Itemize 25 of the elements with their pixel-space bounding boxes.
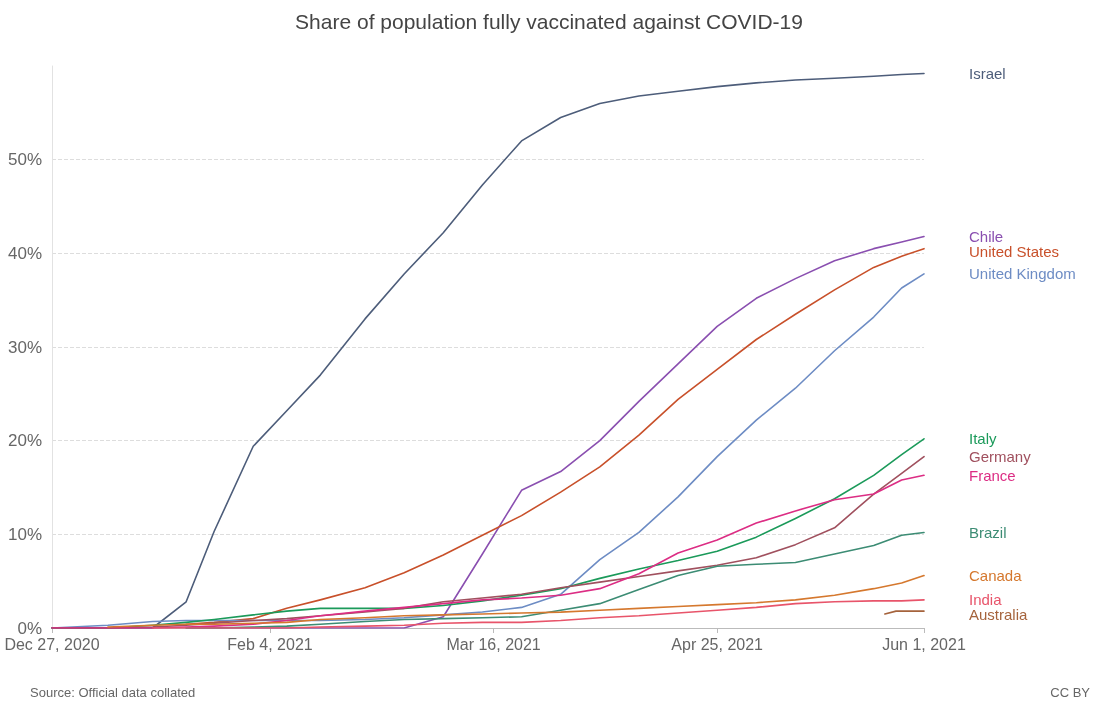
y-tick-label: 30% <box>7 337 42 357</box>
text: Australia <box>969 606 1029 624</box>
x-tick-label: Jun 1, 2021 <box>882 635 966 653</box>
x-tick-label: Mar 16, 2021 <box>446 635 541 653</box>
text: Canada <box>969 567 1023 585</box>
chart-title: Share of population fully vaccinated against COVID-19 <box>295 10 803 33</box>
y-tick-label: 50% <box>7 150 42 170</box>
x-tick-label: Dec 27, 2020 <box>4 635 100 653</box>
text: CC BY <box>1050 685 1091 700</box>
text: Israel <box>969 64 1006 82</box>
text: Germany <box>969 448 1032 466</box>
text: Brazil <box>969 523 1007 541</box>
y-tick-label: 40% <box>7 243 42 263</box>
x-tick-label: Feb 4, 2021 <box>227 635 313 653</box>
text: United Kingdom <box>969 265 1076 283</box>
y-tick-label: 20% <box>7 431 42 451</box>
source-note: Source: Official data collated <box>30 685 196 700</box>
y-tick-label: 10% <box>7 524 42 544</box>
text: France <box>969 466 1016 484</box>
text: United States <box>969 242 1060 260</box>
text: Italy <box>969 430 998 448</box>
text: Chile <box>969 227 1004 245</box>
y-tick-label: 0% <box>17 618 42 638</box>
x-tick-label: Apr 25, 2021 <box>671 635 764 653</box>
text: India <box>969 591 1003 609</box>
